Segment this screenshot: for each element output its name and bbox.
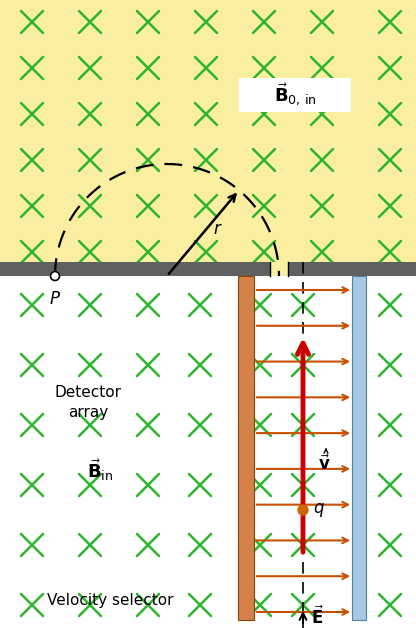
Bar	[0, 0, 416, 262]
Bar	[352, 276, 366, 620]
FancyBboxPatch shape	[239, 78, 351, 112]
Text: $P$: $P$	[49, 290, 61, 308]
Text: $q$: $q$	[313, 501, 325, 519]
Circle shape	[298, 505, 308, 515]
Text: $\vec{\mathbf{B}}_{\mathrm{in}}$: $\vec{\mathbf{B}}_{\mathrm{in}}$	[87, 457, 113, 483]
Text: $\vec{\mathbf{v}}$: $\vec{\mathbf{v}}$	[318, 455, 331, 475]
Circle shape	[50, 271, 59, 281]
Text: Velocity selector: Velocity selector	[47, 592, 173, 607]
Text: Detector
array: Detector array	[54, 385, 121, 420]
Text: $r$: $r$	[213, 220, 222, 238]
Bar	[238, 276, 254, 620]
Bar	[0, 262, 416, 276]
Text: $\vec{\mathbf{E}}$: $\vec{\mathbf{E}}$	[311, 606, 324, 628]
Bar	[270, 262, 288, 276]
Text: $\vec{\mathbf{B}}_{0,\, \mathrm{in}}$: $\vec{\mathbf{B}}_{0,\, \mathrm{in}}$	[274, 82, 317, 108]
Bar	[0, 276, 416, 628]
